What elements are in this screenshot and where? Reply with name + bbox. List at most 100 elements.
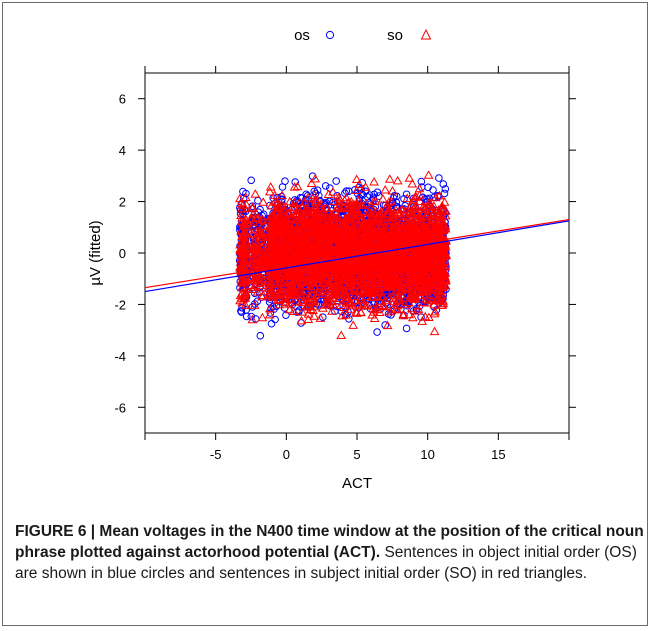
data-point-so <box>237 297 248 307</box>
data-point-so <box>382 320 393 330</box>
data-point-so <box>361 198 372 208</box>
data-point-os <box>242 189 250 198</box>
data-point-so <box>404 173 415 182</box>
data-point-so <box>362 300 373 309</box>
data-point-so <box>253 256 264 265</box>
data-point-so <box>380 203 391 212</box>
data-point-so <box>439 197 450 206</box>
data-point-so <box>335 203 346 213</box>
data-point-so <box>430 192 441 202</box>
data-point-so <box>407 178 418 188</box>
data-point-so <box>411 192 422 201</box>
data-point-os <box>373 328 381 336</box>
data-point-so <box>333 201 344 211</box>
data-point-os <box>270 305 278 313</box>
data-point-so <box>309 207 319 216</box>
data-point-os <box>365 191 374 199</box>
data-point-so <box>238 218 249 228</box>
data-point-so <box>252 237 263 246</box>
data-point-os <box>281 177 289 185</box>
data-point-os <box>440 189 449 198</box>
data-point-so <box>346 299 357 308</box>
data-point-os <box>238 303 246 312</box>
data-point-so <box>340 289 351 298</box>
data-point-os <box>439 180 448 188</box>
data-point-so <box>329 196 340 205</box>
data-point-so <box>236 198 246 208</box>
figure-frame <box>2 2 648 626</box>
data-point-so <box>254 229 264 239</box>
data-point-so <box>277 190 287 199</box>
data-point-os <box>435 174 443 182</box>
data-point-os <box>441 185 450 193</box>
data-point-so <box>236 226 247 235</box>
data-point-so <box>310 173 321 183</box>
data-point-so <box>311 208 321 218</box>
data-point-so <box>337 310 348 320</box>
data-point-so <box>357 278 368 288</box>
data-point-so <box>328 187 338 196</box>
legend-marker-circle <box>325 30 335 40</box>
data-point-so <box>322 300 332 309</box>
data-point-so <box>247 240 258 249</box>
data-point-so <box>315 263 325 273</box>
data-point-so <box>239 232 250 242</box>
data-point-so <box>288 306 299 315</box>
data-point-so <box>246 213 257 222</box>
data-point-so <box>407 303 417 312</box>
data-point-so <box>341 192 352 202</box>
data-point-so <box>257 312 268 322</box>
legend-label-so: so <box>387 27 403 44</box>
data-point-so <box>387 185 398 195</box>
data-point-so <box>240 300 251 310</box>
data-point-os <box>417 177 426 186</box>
data-point-so <box>323 189 334 198</box>
data-point-so <box>238 273 248 283</box>
data-point-so <box>404 309 415 319</box>
data-point-so <box>255 246 266 255</box>
data-point-so <box>348 320 359 329</box>
data-point-os <box>392 198 401 207</box>
data-point-so <box>315 202 326 212</box>
data-point-os <box>392 192 401 201</box>
data-point-so <box>280 210 290 219</box>
data-point-so <box>318 303 328 312</box>
data-point-so <box>237 278 248 287</box>
data-point-so <box>250 272 261 282</box>
data-point-so <box>247 284 258 293</box>
data-point-so <box>265 182 276 191</box>
data-point-so <box>240 192 251 201</box>
data-point-os <box>256 331 265 340</box>
data-point-so <box>297 307 307 316</box>
data-point-os <box>242 306 250 314</box>
data-point-so <box>264 186 275 196</box>
data-point-so <box>255 280 266 290</box>
data-point-so <box>236 249 246 258</box>
data-point-so <box>255 278 265 287</box>
data-point-os <box>402 190 411 199</box>
data-point-so <box>250 189 261 198</box>
data-point-so <box>351 307 361 316</box>
data-point-so <box>372 292 383 301</box>
data-point-so <box>239 259 249 268</box>
data-point-so <box>334 192 344 202</box>
data-point-os <box>237 307 245 315</box>
data-point-so <box>247 228 258 237</box>
data-point-so <box>236 243 247 253</box>
data-point-so <box>246 244 257 254</box>
data-point-so <box>248 274 259 284</box>
data-point-so <box>252 228 263 237</box>
data-point-so <box>309 301 320 311</box>
data-point-so <box>241 199 252 209</box>
legend: os so <box>294 27 432 44</box>
data-point-so <box>247 209 258 219</box>
data-point-so <box>351 185 362 194</box>
data-point-so <box>251 269 262 278</box>
data-point-so <box>249 300 260 309</box>
data-point-so <box>358 221 369 230</box>
data-point-so <box>423 170 434 179</box>
data-point-os <box>321 182 330 190</box>
data-point-so <box>274 295 285 304</box>
data-points <box>234 170 451 340</box>
